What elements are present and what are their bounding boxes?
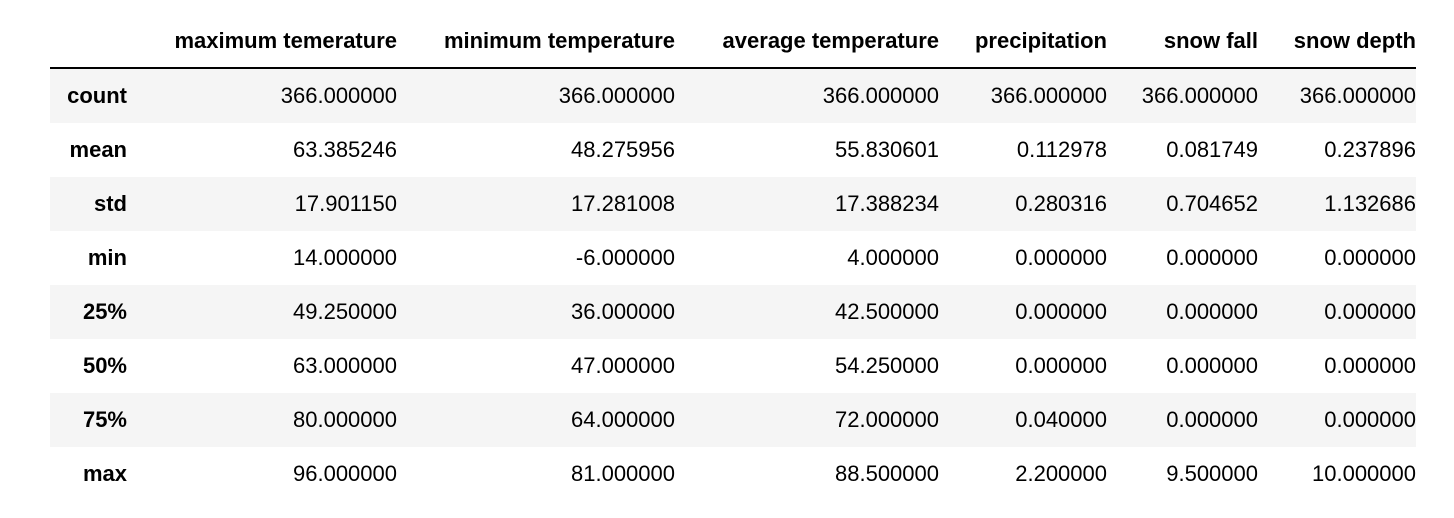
table-cell: 14.000000 [293,245,397,270]
column-header: precipitation [939,15,1107,69]
table-cell: 0.040000 [1015,407,1107,432]
table-cell: 366.000000 [822,83,939,108]
table-cell: 17.281008 [571,191,675,216]
table-row: 75% 80.000000 64.000000 72.000000 0.0400… [50,393,1416,447]
table-cell: 9.500000 [1166,461,1258,486]
table-cell: 81.000000 [571,461,675,486]
table-header: maximum temerature minimum temperature a… [50,15,1416,69]
table-cell: 0.000000 [1166,245,1258,270]
header-row: maximum temerature minimum temperature a… [50,15,1416,69]
row-label: std [94,191,127,216]
table-cell: 0.000000 [1324,245,1416,270]
describe-table: maximum temerature minimum temperature a… [50,15,1416,501]
table-cell: 47.000000 [571,353,675,378]
column-header: snow depth [1258,15,1416,69]
table-cell: 366.000000 [990,83,1107,108]
row-label: 25% [82,299,127,324]
table-cell: 2.200000 [1015,461,1107,486]
column-header: minimum temperature [397,15,675,69]
table-cell: 0.237896 [1324,137,1416,162]
table-cell: 49.250000 [293,299,397,324]
table-cell: 0.000000 [1166,407,1258,432]
row-label: mean [69,137,127,162]
table-cell: 0.112978 [1016,137,1107,162]
table-row: min 14.000000 -6.000000 4.000000 0.00000… [50,231,1416,285]
table-row: std 17.901150 17.281008 17.388234 0.2803… [50,177,1416,231]
row-label: count [67,83,127,108]
table-cell: 42.500000 [835,299,939,324]
row-label: min [87,245,127,270]
table-cell: 96.000000 [293,461,397,486]
table-cell: 0.000000 [1015,299,1107,324]
table-cell: 55.830601 [835,137,939,162]
table-cell: 0.000000 [1324,353,1416,378]
table-cell: 0.280316 [1015,191,1107,216]
table-cell: 54.250000 [835,353,939,378]
table-cell: 88.500000 [835,461,939,486]
index-header [50,15,127,69]
table-cell: 36.000000 [571,299,675,324]
table-row: 50% 63.000000 47.000000 54.250000 0.0000… [50,339,1416,393]
table-row: 25% 49.250000 36.000000 42.500000 0.0000… [50,285,1416,339]
table-cell: 0.000000 [1015,245,1107,270]
table-cell: 48.275956 [571,137,675,162]
table-cell: 63.000000 [293,353,397,378]
table-row: max 96.000000 81.000000 88.500000 2.2000… [50,447,1416,501]
table-cell: 64.000000 [571,407,675,432]
row-label: 75% [82,407,127,432]
table-cell: 0.000000 [1166,353,1258,378]
table-cell: 4.000000 [847,245,939,270]
table-row: count 366.000000 366.000000 366.000000 3… [50,68,1416,123]
table-cell: 0.000000 [1324,407,1416,432]
table-cell: 72.000000 [835,407,939,432]
table-cell: 17.901150 [294,191,397,216]
table-cell: 366.000000 [280,83,397,108]
table-cell: 80.000000 [293,407,397,432]
table-cell: 17.388234 [835,191,939,216]
table-cell: 366.000000 [558,83,675,108]
table-row: mean 63.385246 48.275956 55.830601 0.112… [50,123,1416,177]
column-header: average temperature [675,15,939,69]
table-cell: -6.000000 [575,245,675,270]
table-cell: 0.704652 [1166,191,1258,216]
table-cell: 0.081749 [1166,137,1258,162]
table-body: count 366.000000 366.000000 366.000000 3… [50,68,1416,501]
table-cell: 0.000000 [1015,353,1107,378]
row-label: 50% [82,353,127,378]
table-cell: 366.000000 [1299,83,1416,108]
column-header: snow fall [1107,15,1258,69]
table-cell: 0.000000 [1324,299,1416,324]
table-cell: 10.000000 [1312,461,1416,486]
table-cell: 366.000000 [1141,83,1258,108]
column-header: maximum temerature [127,15,397,69]
table-cell: 1.132686 [1324,191,1416,216]
table-cell: 63.385246 [293,137,397,162]
table-cell: 0.000000 [1166,299,1258,324]
row-label: max [82,461,127,486]
